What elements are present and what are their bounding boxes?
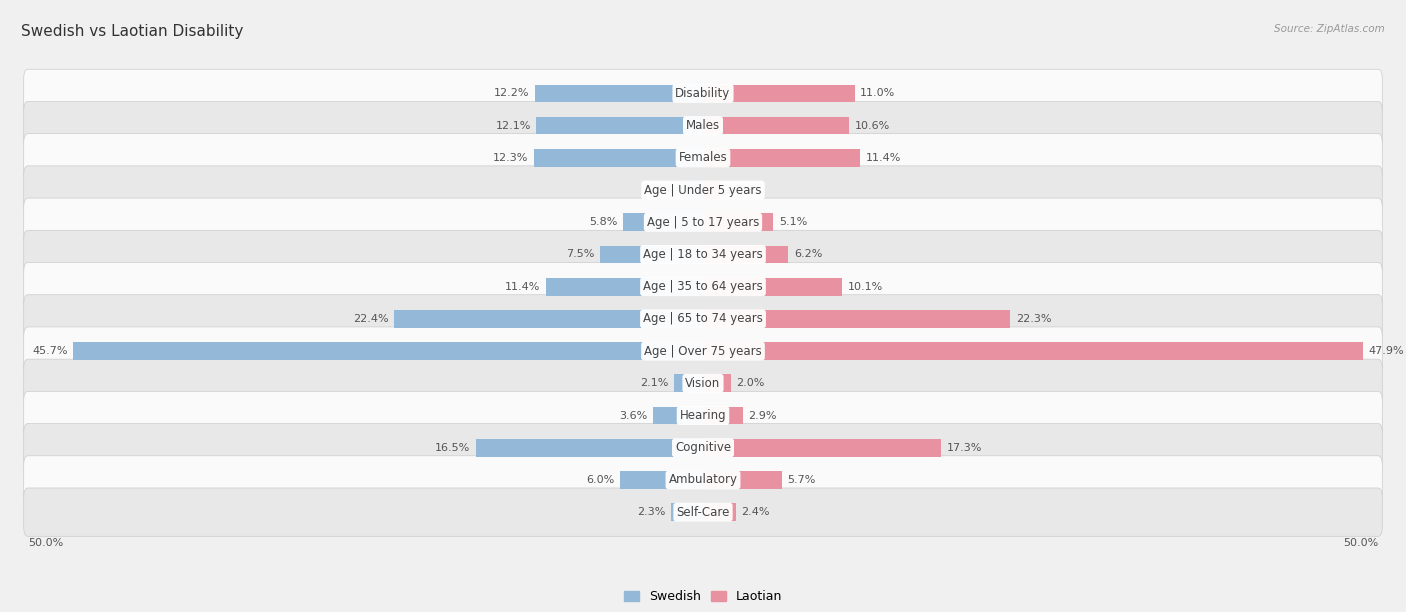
- FancyBboxPatch shape: [24, 295, 1382, 343]
- Text: 11.4%: 11.4%: [505, 282, 540, 292]
- Text: 12.2%: 12.2%: [494, 88, 530, 99]
- Bar: [703, 181, 720, 199]
- Text: Females: Females: [679, 151, 727, 165]
- Text: 3.6%: 3.6%: [620, 411, 648, 420]
- Bar: [703, 117, 849, 135]
- Bar: [703, 245, 789, 263]
- Text: Age | 5 to 17 years: Age | 5 to 17 years: [647, 216, 759, 229]
- Text: 2.9%: 2.9%: [748, 411, 778, 420]
- Text: Vision: Vision: [685, 377, 721, 390]
- Text: 6.0%: 6.0%: [586, 475, 614, 485]
- Text: 22.4%: 22.4%: [353, 314, 389, 324]
- Bar: [703, 214, 773, 231]
- Bar: [703, 84, 855, 102]
- Text: 22.3%: 22.3%: [1015, 314, 1052, 324]
- FancyBboxPatch shape: [24, 391, 1382, 439]
- Text: 2.0%: 2.0%: [737, 378, 765, 388]
- Bar: [703, 342, 1362, 360]
- Text: 5.8%: 5.8%: [589, 217, 617, 227]
- Text: 17.3%: 17.3%: [946, 442, 983, 453]
- Text: 50.0%: 50.0%: [28, 538, 63, 548]
- Text: 1.2%: 1.2%: [725, 185, 754, 195]
- FancyBboxPatch shape: [24, 166, 1382, 214]
- Text: Hearing: Hearing: [679, 409, 727, 422]
- Text: 2.4%: 2.4%: [741, 507, 770, 517]
- Text: 16.5%: 16.5%: [434, 442, 470, 453]
- Text: Source: ZipAtlas.com: Source: ZipAtlas.com: [1274, 24, 1385, 34]
- Text: Age | Over 75 years: Age | Over 75 years: [644, 345, 762, 357]
- Bar: [533, 149, 703, 166]
- FancyBboxPatch shape: [24, 327, 1382, 375]
- FancyBboxPatch shape: [24, 456, 1382, 504]
- Bar: [599, 245, 703, 263]
- Legend: Swedish, Laotian: Swedish, Laotian: [619, 585, 787, 608]
- Text: 10.1%: 10.1%: [848, 282, 883, 292]
- Text: Disability: Disability: [675, 87, 731, 100]
- Text: 11.0%: 11.0%: [860, 88, 896, 99]
- Text: 45.7%: 45.7%: [32, 346, 67, 356]
- Bar: [546, 278, 703, 296]
- FancyBboxPatch shape: [24, 102, 1382, 150]
- Bar: [671, 503, 703, 521]
- Bar: [620, 471, 703, 489]
- Bar: [703, 439, 942, 457]
- Text: 1.6%: 1.6%: [647, 185, 675, 195]
- FancyBboxPatch shape: [24, 198, 1382, 247]
- Text: 6.2%: 6.2%: [794, 250, 823, 259]
- Bar: [703, 278, 842, 296]
- Bar: [394, 310, 703, 328]
- Text: 47.9%: 47.9%: [1368, 346, 1405, 356]
- Bar: [681, 181, 703, 199]
- Text: 12.3%: 12.3%: [492, 153, 529, 163]
- Text: 12.1%: 12.1%: [495, 121, 531, 130]
- Text: 7.5%: 7.5%: [565, 250, 595, 259]
- Text: 2.1%: 2.1%: [640, 378, 669, 388]
- Bar: [703, 471, 782, 489]
- Text: Age | 35 to 64 years: Age | 35 to 64 years: [643, 280, 763, 293]
- Text: Ambulatory: Ambulatory: [668, 474, 738, 487]
- Text: 5.1%: 5.1%: [779, 217, 807, 227]
- Bar: [703, 503, 737, 521]
- Text: 5.7%: 5.7%: [787, 475, 815, 485]
- FancyBboxPatch shape: [24, 359, 1382, 408]
- FancyBboxPatch shape: [24, 263, 1382, 311]
- Text: 10.6%: 10.6%: [855, 121, 890, 130]
- Bar: [703, 149, 860, 166]
- Bar: [673, 375, 703, 392]
- Bar: [703, 406, 742, 424]
- Bar: [73, 342, 703, 360]
- FancyBboxPatch shape: [24, 488, 1382, 536]
- Text: 2.3%: 2.3%: [637, 507, 666, 517]
- Text: 50.0%: 50.0%: [1343, 538, 1378, 548]
- Bar: [475, 439, 703, 457]
- Bar: [703, 375, 731, 392]
- Text: Age | 65 to 74 years: Age | 65 to 74 years: [643, 312, 763, 326]
- Text: Age | Under 5 years: Age | Under 5 years: [644, 184, 762, 196]
- Text: Cognitive: Cognitive: [675, 441, 731, 454]
- FancyBboxPatch shape: [24, 69, 1382, 118]
- Bar: [703, 310, 1011, 328]
- Bar: [536, 117, 703, 135]
- FancyBboxPatch shape: [24, 133, 1382, 182]
- Text: Swedish vs Laotian Disability: Swedish vs Laotian Disability: [21, 24, 243, 40]
- Bar: [534, 84, 703, 102]
- Text: Age | 18 to 34 years: Age | 18 to 34 years: [643, 248, 763, 261]
- Bar: [654, 406, 703, 424]
- FancyBboxPatch shape: [24, 230, 1382, 278]
- Text: 11.4%: 11.4%: [866, 153, 901, 163]
- Text: Self-Care: Self-Care: [676, 506, 730, 518]
- Text: Males: Males: [686, 119, 720, 132]
- FancyBboxPatch shape: [24, 424, 1382, 472]
- Bar: [623, 214, 703, 231]
